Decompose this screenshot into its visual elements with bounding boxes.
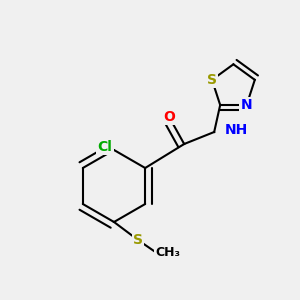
Text: CH₃: CH₃ (155, 245, 180, 259)
Text: O: O (163, 110, 175, 124)
Text: Cl: Cl (98, 140, 112, 154)
Text: S: S (133, 233, 143, 247)
Text: N: N (241, 98, 252, 112)
Text: S: S (207, 73, 217, 87)
Text: NH: NH (225, 124, 248, 137)
